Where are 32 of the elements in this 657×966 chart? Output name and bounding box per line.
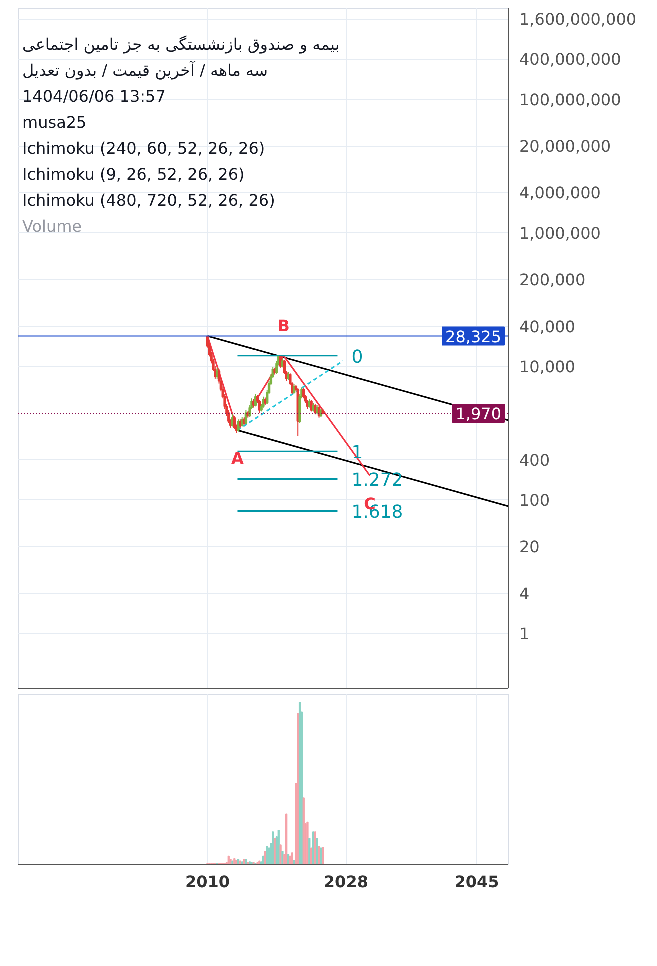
y-tick-label: 200,000	[520, 270, 586, 290]
x-tick-label: 2010	[185, 872, 230, 892]
annotation: musa25	[22, 113, 87, 132]
x-tick-label: 2028	[324, 872, 368, 892]
y-tick-label: 4	[520, 584, 530, 604]
y-tick-label: 400,000,000	[520, 50, 622, 70]
series-label: 1	[352, 442, 364, 464]
annotation: A	[232, 448, 245, 468]
y-tick-label: 1,600,000,000	[520, 10, 637, 30]
annotation: Ichimoku (480, 720, 52, 26, 26)	[22, 191, 276, 210]
annotation: 1404/06/06 13:57	[22, 87, 166, 106]
y-tick-label: 20	[520, 538, 540, 557]
text: بیمه و صندوق بازنشستگی به جز تامین اجتماعی	[22, 35, 340, 54]
annotation: Ichimoku (9, 26, 52, 26, 26)	[22, 165, 245, 184]
annotation: Ichimoku (240, 60, 52, 26, 26)	[22, 139, 266, 158]
ref-line-label: 28,325	[446, 327, 502, 346]
series-label: 0	[352, 346, 364, 368]
chart-title: Volume	[22, 217, 82, 236]
y-tick-label: 100,000,000	[520, 90, 622, 110]
annotation: B	[278, 316, 290, 336]
y-tick-label: 40,000	[520, 317, 576, 336]
y-tick-label: 100	[520, 490, 550, 510]
series-label: 1.272	[352, 470, 404, 492]
y-tick-label: 1,000,000	[520, 224, 601, 243]
y-tick-label: 400	[520, 450, 550, 470]
y-tick-label: 1	[520, 624, 530, 644]
y-tick-label: 10,000	[520, 357, 576, 376]
y-tick-label: 4,000,000	[520, 184, 601, 203]
y-tick-label: 20,000,000	[520, 137, 612, 156]
x-tick-label: 2045	[454, 872, 500, 892]
ref-line-label: 1,970	[456, 404, 502, 424]
text: سه ماهه / آخرین قیمت / بدون تعدیل	[22, 60, 268, 80]
